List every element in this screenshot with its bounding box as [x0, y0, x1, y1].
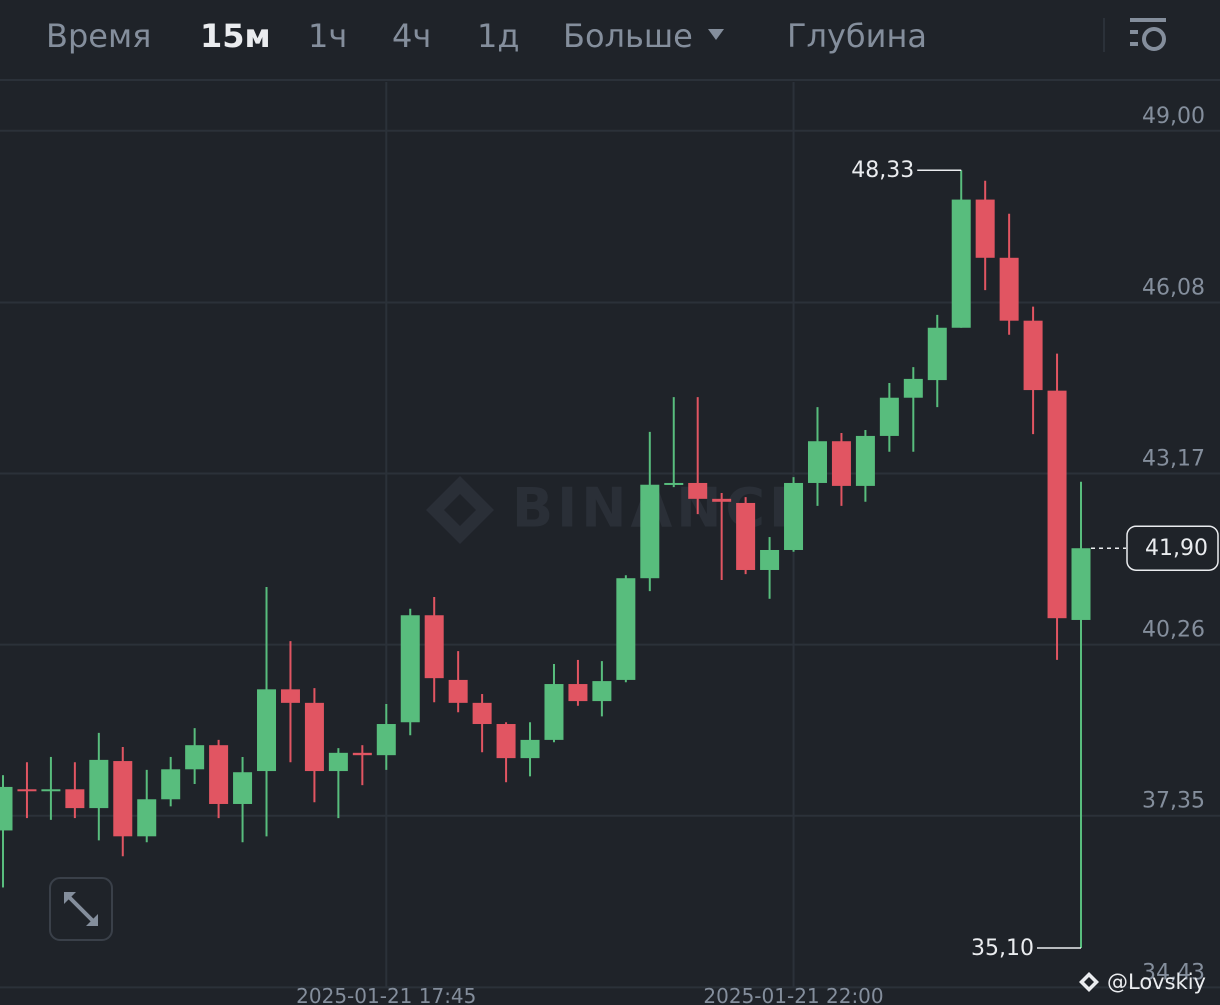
- candle-body: [17, 789, 37, 792]
- annotation-label: 35,10: [971, 936, 1034, 961]
- watermark-logo: [426, 476, 494, 544]
- candle-body: [831, 441, 851, 486]
- candle-body: [712, 498, 732, 502]
- candle-body: [496, 724, 516, 759]
- candle-body: [376, 724, 396, 756]
- candle-body: [0, 786, 13, 831]
- y-tick-label: 43,17: [1142, 447, 1205, 472]
- dropdown-arrow[interactable]: [708, 29, 724, 40]
- candle-body: [975, 199, 995, 258]
- candle-body: [400, 615, 420, 723]
- candle-body: [807, 441, 827, 483]
- candle-body: [472, 702, 492, 725]
- candle-body: [304, 702, 324, 772]
- candle-body: [784, 482, 804, 550]
- tab[interactable]: 1д: [477, 17, 519, 55]
- candle-body: [328, 752, 348, 772]
- handle-logo: [1079, 972, 1099, 992]
- candle-body: [688, 482, 708, 499]
- y-tick-label: 40,26: [1142, 618, 1205, 643]
- candle-body: [424, 615, 444, 679]
- candle-body: [951, 199, 971, 328]
- y-tick-label: 34,43: [1142, 960, 1205, 985]
- candle-body: [41, 789, 61, 792]
- candle-body: [280, 689, 300, 703]
- candle-body: [855, 435, 875, 486]
- candle-body: [520, 739, 540, 759]
- candle-body: [664, 482, 684, 485]
- candle-body: [999, 257, 1019, 321]
- handle: @Lovskiy: [1079, 970, 1206, 994]
- candle-body: [233, 772, 253, 804]
- candle-body: [592, 681, 612, 702]
- candle-body: [1023, 320, 1043, 391]
- candle-body: [903, 378, 923, 398]
- candle-body: [113, 761, 133, 837]
- candle-body: [65, 789, 85, 809]
- tab[interactable]: Глубина: [787, 17, 927, 55]
- tab[interactable]: 4ч: [392, 17, 431, 55]
- candle-body: [209, 745, 229, 804]
- tab[interactable]: Время: [46, 17, 151, 55]
- last-price-label: 41,90: [1145, 536, 1208, 561]
- tab[interactable]: 15м: [200, 17, 271, 55]
- tab[interactable]: Больше: [563, 17, 693, 55]
- toolbar: Время 15м 1ч 4ч 1д Больше Глубина: [0, 17, 1220, 81]
- annotation-label: 48,33: [851, 158, 914, 183]
- handle-text: @Lovskiy: [1107, 970, 1206, 994]
- watermark-text: BINANCE: [512, 477, 810, 540]
- candle-body: [1071, 548, 1091, 620]
- candle-body: [89, 759, 109, 809]
- candle-body: [257, 689, 277, 772]
- x-tick-label: 2025-01-21 17:45: [296, 984, 476, 1005]
- candle-body: [1047, 390, 1067, 619]
- candle-body: [137, 799, 157, 837]
- y-tick-label: 46,08: [1142, 275, 1205, 300]
- candle-body: [161, 769, 181, 800]
- candle-body: [879, 397, 899, 436]
- candle-body: [352, 752, 372, 756]
- labels: 49,00 46,08 43,17 40,26 37,35 34,43 2025-01-21…: [296, 104, 1219, 1005]
- candle-body: [616, 578, 636, 680]
- candle-body: [736, 502, 756, 570]
- candle-body: [640, 484, 660, 579]
- candle-body: [448, 679, 468, 703]
- x-tick-label: 2025-01-21 22:00: [703, 984, 883, 1005]
- y-tick-label: 49,00: [1142, 104, 1205, 129]
- y-tick-label: 37,35: [1142, 789, 1205, 814]
- candle-body: [927, 327, 947, 381]
- candle-body: [568, 684, 588, 702]
- settings-icon[interactable]: [1130, 18, 1166, 51]
- candles: [0, 170, 1091, 949]
- expand-button[interactable]: [49, 877, 113, 941]
- candle-body: [760, 549, 780, 570]
- candle-body: [544, 684, 564, 740]
- candle-body: [185, 745, 205, 770]
- last-price-box: [1126, 525, 1219, 571]
- tab[interactable]: 1ч: [308, 17, 347, 55]
